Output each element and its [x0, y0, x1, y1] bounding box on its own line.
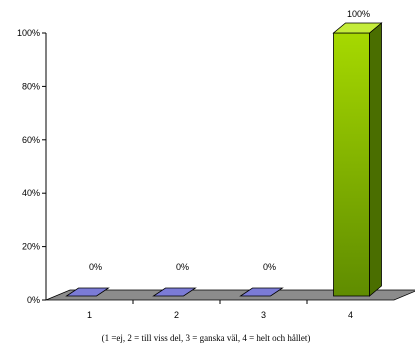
bars: 0% 0% 0% 100% — [65, 9, 383, 297]
category-labels: 1 2 3 4 — [87, 300, 353, 320]
data-label: 0% — [89, 262, 102, 272]
y-tick-label: 20% — [22, 242, 40, 252]
bar-side — [369, 22, 382, 297]
y-tick-label: 100% — [17, 28, 40, 38]
data-label: 100% — [347, 9, 370, 19]
x-axis-label: (1 =ej, 2 = till viss del, 3 = ganska vä… — [102, 333, 311, 343]
y-tick-label: 80% — [22, 81, 40, 91]
y-tick-label: 0% — [27, 295, 40, 305]
bar-top — [332, 22, 383, 34]
data-label: 0% — [176, 262, 189, 272]
data-label: 0% — [263, 262, 276, 272]
y-tick-label: 60% — [22, 135, 40, 145]
bar-flat — [239, 287, 284, 297]
chart-floor — [45, 289, 415, 301]
category-label: 2 — [174, 310, 179, 320]
bar-flat — [65, 287, 110, 297]
bar-flat — [152, 287, 197, 297]
bar-front — [333, 32, 370, 297]
category-label: 4 — [348, 310, 353, 320]
y-tick-label: 40% — [22, 188, 40, 198]
category-label: 3 — [261, 310, 266, 320]
category-label: 1 — [87, 310, 92, 320]
y-axis-ticks: 0% 20% 40% 60% 80% 100% — [17, 28, 46, 305]
